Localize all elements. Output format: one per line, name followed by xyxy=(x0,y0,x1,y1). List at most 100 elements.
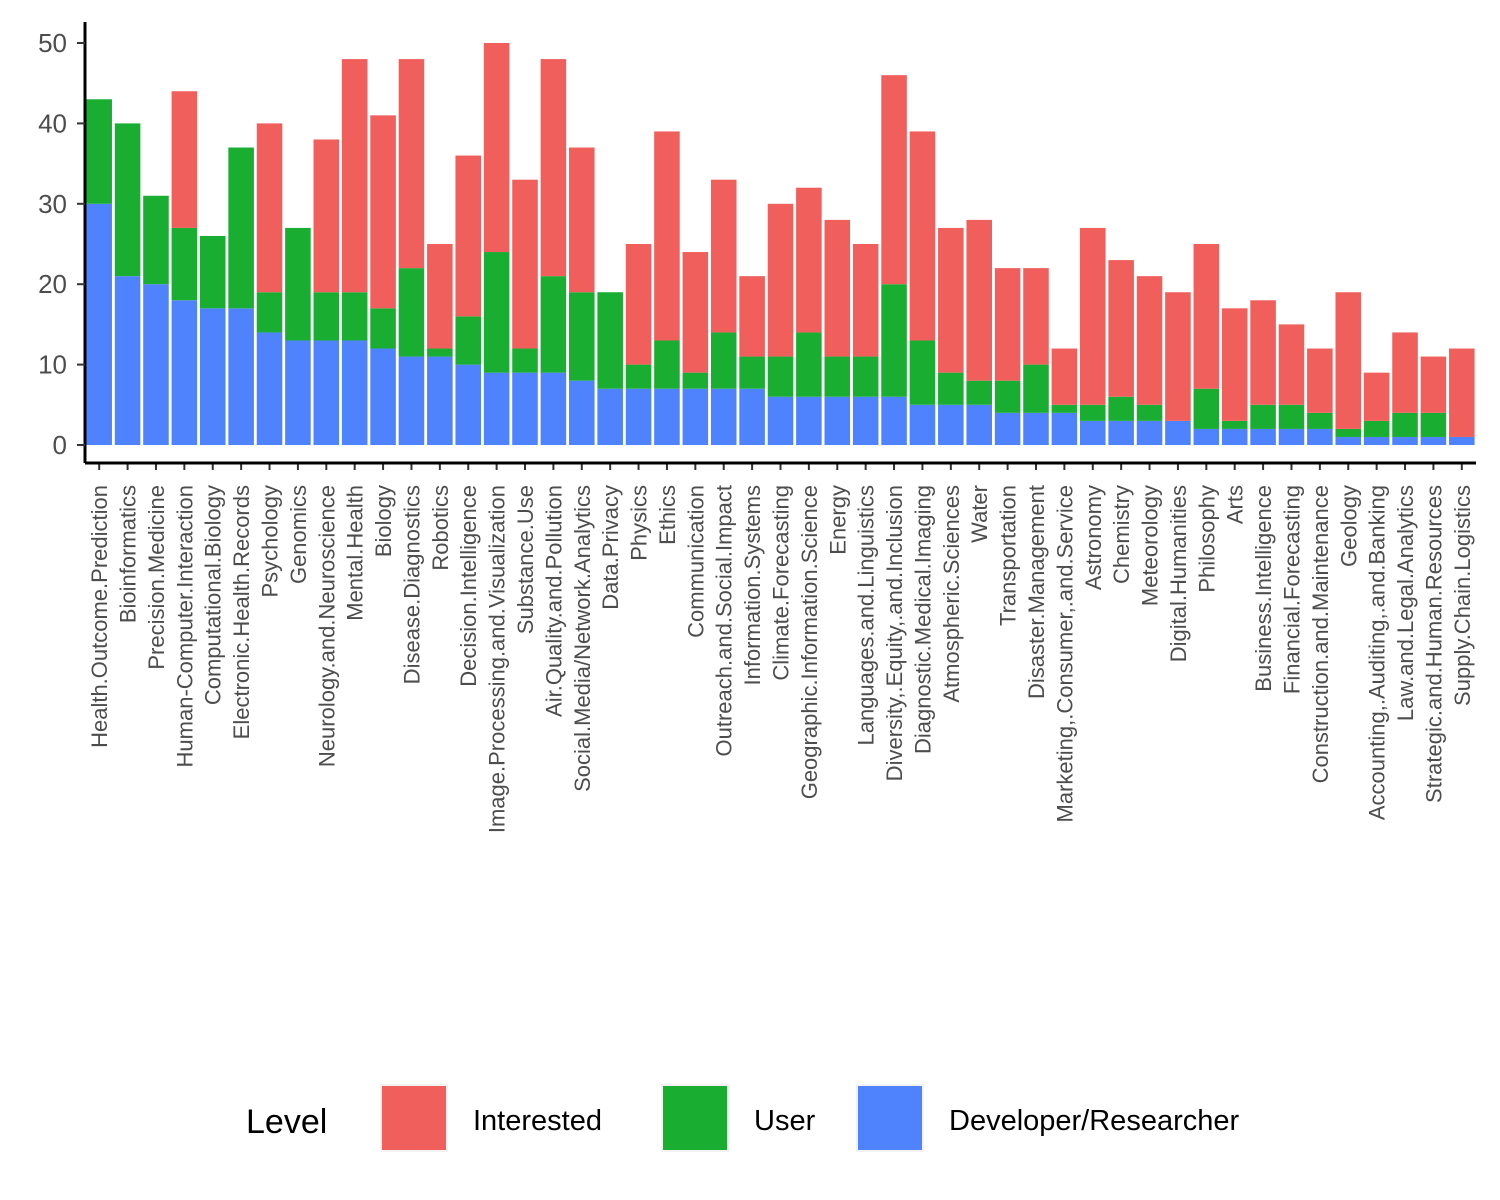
bar-decision-intelligence-developer-researcher xyxy=(455,364,482,445)
bar-image-processing-and-visualization-user xyxy=(483,252,510,373)
bar-meteorology-user xyxy=(1136,404,1163,421)
bar-mental-health-interested xyxy=(341,59,368,293)
bar-atmospheric-sciences-user xyxy=(938,372,964,405)
bar-geology-interested xyxy=(1335,292,1362,429)
bar-diagnostic-medical-imaging-user xyxy=(909,340,936,405)
x-tick-label: Physics xyxy=(627,485,652,561)
x-tick-label: Information.Systems xyxy=(740,485,765,686)
bar-atmospheric-sciences-developer-researcher xyxy=(938,404,964,445)
bar-astronomy-user xyxy=(1079,404,1106,421)
bar-diversity-equity-and-inclusion-interested xyxy=(881,75,907,285)
y-tick-label: 10 xyxy=(38,350,67,380)
bar-physics-interested xyxy=(625,244,652,365)
bar-languages-and-linguistics-user xyxy=(852,356,879,397)
bar-communication-user xyxy=(682,372,709,389)
bar-neurology-and-neuroscience-user xyxy=(313,292,340,341)
bar-disaster-management-user xyxy=(1023,364,1049,413)
bar-chemistry-user xyxy=(1108,396,1134,421)
bar-construction-and-maintenance-user xyxy=(1307,412,1333,429)
bar-strategic-and-human-resources-interested xyxy=(1420,356,1447,413)
bar-computational-biology-user xyxy=(199,235,226,309)
bar-business-intelligence-interested xyxy=(1250,300,1276,405)
bar-substance-use-developer-researcher xyxy=(512,372,538,445)
bar-disaster-management-interested xyxy=(1023,268,1049,365)
bar-human-computer-interaction-user xyxy=(171,227,198,301)
legend-key-interested xyxy=(380,1084,448,1152)
bar-geographic-information-science-developer-researcher xyxy=(796,396,822,445)
bar-electronic-health-records-developer-researcher xyxy=(228,308,254,445)
x-tick-label: Bioinformatics xyxy=(116,485,141,623)
bar-arts-user xyxy=(1221,420,1248,429)
bar-diagnostic-medical-imaging-developer-researcher xyxy=(909,404,936,445)
x-tick-label: Climate.Forecasting xyxy=(769,485,794,681)
x-tick-label: Energy xyxy=(825,485,850,555)
bar-financial-forecasting-interested xyxy=(1278,324,1305,405)
bar-bioinformatics-developer-researcher xyxy=(114,276,141,445)
y-axis: 0 10 20 30 40 50 xyxy=(38,22,87,463)
bar-languages-and-linguistics-developer-researcher xyxy=(852,396,879,445)
bar-water-interested xyxy=(966,219,992,381)
bar-astronomy-interested xyxy=(1079,227,1106,405)
x-tick-label: Substance.Use xyxy=(513,485,538,634)
x-tick-label: Supply.Chain.Logistics xyxy=(1450,485,1475,706)
legend: Level Interested User Developer/Researcher xyxy=(246,1084,1239,1152)
x-tick-label: Human-Computer.Interaction xyxy=(172,485,197,767)
bar-geographic-information-science-interested xyxy=(796,187,822,333)
legend-label-user: User xyxy=(754,1105,816,1137)
bar-substance-use-user xyxy=(512,348,538,373)
y-tick-label: 40 xyxy=(38,108,67,138)
x-tick-label: Financial.Forecasting xyxy=(1279,485,1304,694)
bar-financial-forecasting-developer-researcher xyxy=(1278,428,1305,445)
bar-meteorology-interested xyxy=(1136,276,1163,405)
bar-astronomy-developer-researcher xyxy=(1079,420,1106,445)
bar-construction-and-maintenance-developer-researcher xyxy=(1307,428,1333,445)
bar-supply-chain-logistics-developer-researcher xyxy=(1449,436,1475,445)
x-tick-label: Strategic.and.Human.Resources xyxy=(1421,485,1446,803)
x-tick-label: Genomics xyxy=(286,485,311,584)
x-tick-label: Diagnostic.Medical.Imaging xyxy=(910,485,935,754)
bar-mental-health-user xyxy=(341,292,368,341)
legend-label-developer-researcher: Developer/Researcher xyxy=(949,1105,1239,1137)
x-tick-label: Air.Quality.and.Pollution xyxy=(541,485,566,717)
bar-data-privacy-user xyxy=(597,292,623,389)
x-tick-label: Diversity,.Equity,.and.Inclusion xyxy=(882,485,907,781)
bar-air-quality-and-pollution-user xyxy=(540,276,567,373)
x-tick-label: Arts xyxy=(1223,485,1248,524)
x-tick-label: Philosophy xyxy=(1194,485,1219,593)
bar-philosophy-developer-researcher xyxy=(1193,428,1220,445)
x-axis: Health.Outcome.Prediction Bioinformatics P… xyxy=(85,461,1476,833)
bar-robotics-developer-researcher xyxy=(427,356,453,445)
bar-climate-forecasting-interested xyxy=(767,203,794,357)
bar-human-computer-interaction-interested xyxy=(171,91,198,228)
bar-health-outcome-prediction-developer-researcher xyxy=(86,203,112,445)
bar-digital-humanities-interested xyxy=(1165,292,1191,421)
bar-social-media-network-analytics-user xyxy=(569,292,595,381)
bar-business-intelligence-user xyxy=(1250,404,1276,429)
bar-outreach-and-social-impact-developer-researcher xyxy=(710,388,737,445)
bar-physics-developer-researcher xyxy=(625,388,652,445)
x-tick-label: Image.Processing.and.Visualization xyxy=(485,485,510,833)
x-tick-label: Biology xyxy=(371,485,396,557)
bar-image-processing-and-visualization-interested xyxy=(483,43,510,253)
bar-accounting-auditing-and-banking-interested xyxy=(1363,372,1390,421)
x-tick-label: Geology xyxy=(1336,485,1361,567)
bar-arts-developer-researcher xyxy=(1221,428,1248,445)
bar-substance-use-interested xyxy=(512,179,538,349)
bars-layer xyxy=(86,43,1475,445)
x-tick-label: Precision.Medicine xyxy=(144,485,169,670)
x-tick-label: Disease.Diagnostics xyxy=(399,485,424,684)
bar-ethics-interested xyxy=(654,131,680,341)
bar-air-quality-and-pollution-interested xyxy=(540,59,567,277)
bar-health-outcome-prediction-user xyxy=(86,99,112,204)
x-tick-label: Law.and.Legal.Analytics xyxy=(1393,485,1418,721)
bar-law-and-legal-analytics-interested xyxy=(1392,332,1418,413)
bar-electronic-health-records-user xyxy=(228,147,254,309)
bar-biology-user xyxy=(370,308,396,349)
x-tick-label: Psychology xyxy=(258,485,283,598)
bar-diversity-equity-and-inclusion-user xyxy=(881,284,907,397)
bar-diversity-equity-and-inclusion-developer-researcher xyxy=(881,396,907,445)
bar-supply-chain-logistics-interested xyxy=(1449,348,1475,437)
bar-accounting-auditing-and-banking-developer-researcher xyxy=(1363,436,1390,445)
x-tick-label: Construction.and.Maintenance xyxy=(1308,485,1333,783)
bar-energy-user xyxy=(824,356,851,397)
